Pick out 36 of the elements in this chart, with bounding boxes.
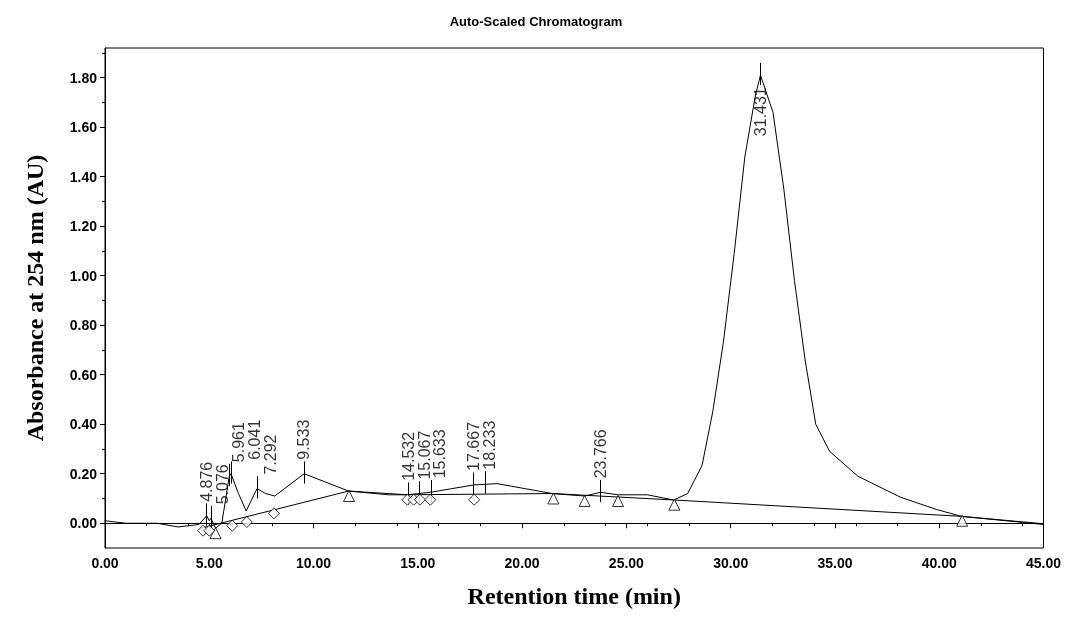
y-axis-title: Absorbance at 254 nm (AU) xyxy=(22,154,48,442)
x-tick-label: 5.00 xyxy=(195,555,224,571)
y-tick-label: 0.40 xyxy=(69,416,98,433)
x-tick-label: 40.00 xyxy=(921,555,957,571)
x-tick-label: 45.00 xyxy=(1025,555,1062,571)
x-tick-label: 20.00 xyxy=(504,555,540,571)
x-tick-label: 30.00 xyxy=(713,555,749,571)
y-tick-label: 0.20 xyxy=(69,465,98,482)
annotation: 31.431 xyxy=(752,87,769,137)
annotation: 5.076 xyxy=(214,464,232,505)
annotation: 15.633 xyxy=(431,429,449,479)
y-tick-label: 1.00 xyxy=(69,267,98,284)
y-tick-label: 1.60 xyxy=(69,119,98,136)
annotation: 18.233 xyxy=(480,420,498,470)
x-tick-label: 15.00 xyxy=(400,555,436,571)
y-tick-label: 0.60 xyxy=(69,366,98,383)
x-tick-label: 35.00 xyxy=(817,555,853,571)
annotation: 9.533 xyxy=(295,419,313,460)
annotation: 7.292 xyxy=(261,434,279,475)
annotation: 4.876 xyxy=(198,461,216,502)
annotation: 5.961 xyxy=(230,422,248,463)
chart-title: Auto-Scaled Chromatogram xyxy=(449,14,623,29)
y-tick-label: 0.80 xyxy=(69,317,98,334)
x-tick-label: 10.00 xyxy=(296,555,332,571)
annotation: 17.667 xyxy=(464,421,482,471)
y-tick-label: 1.20 xyxy=(69,218,98,235)
annotation: 14.532 xyxy=(399,431,417,481)
annotation: 6.041 xyxy=(246,419,264,460)
y-tick-label: 1.40 xyxy=(69,168,98,185)
y-tick-label: 0.00 xyxy=(69,515,98,532)
x-tick-label: 0.00 xyxy=(91,555,119,571)
x-tick-label: 25.00 xyxy=(608,555,645,571)
annotation: 23.766 xyxy=(592,429,610,479)
annotation: 15.067 xyxy=(415,430,433,480)
y-tick-label: 1.80 xyxy=(69,69,98,86)
x-axis-title: Retention time (min) xyxy=(467,583,681,609)
